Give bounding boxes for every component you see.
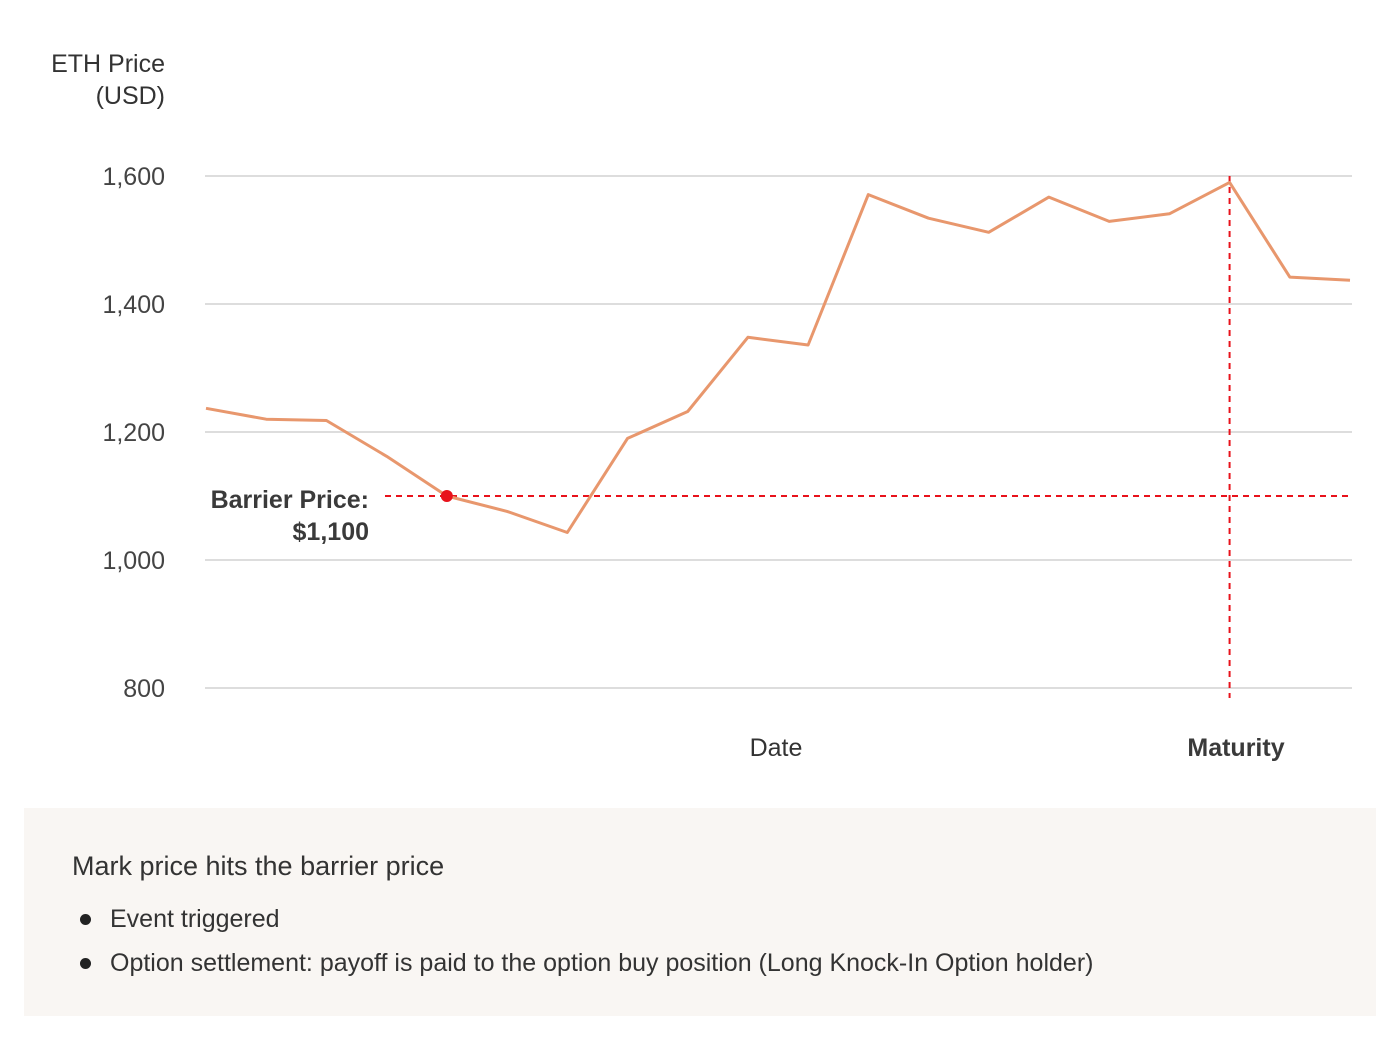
barrier-label-line-2: $1,100	[293, 518, 369, 546]
y-axis-label-line-1: ETH Price	[51, 50, 165, 78]
y-axis-label-line-2: (USD)	[96, 82, 165, 110]
y-tick-label: 1,000	[102, 547, 165, 575]
info-list: Event triggered Option settlement: payof…	[72, 902, 1328, 980]
maturity-label: Maturity	[1187, 734, 1284, 762]
info-bullet-text: Option settlement: payoff is paid to the…	[110, 949, 1094, 977]
info-bullet-text: Event triggered	[110, 905, 280, 933]
info-panel: Mark price hits the barrier price Event …	[24, 808, 1376, 1016]
grid-lines	[205, 175, 1352, 689]
info-bullet-item: Option settlement: payoff is paid to the…	[72, 946, 1328, 980]
barrier-hit-point	[440, 490, 453, 502]
y-tick-label: 800	[123, 675, 165, 703]
y-tick-label: 1,200	[102, 419, 165, 447]
y-tick-label: 1,600	[102, 163, 165, 191]
x-axis-label: Date	[750, 734, 803, 762]
price-chart: ETH Price (USD) 1,6001,4001,2001,000800 …	[51, 50, 1352, 762]
y-tick-labels: 1,600 1,400 1,200 1,000 800	[102, 163, 165, 703]
info-title: Mark price hits the barrier price	[72, 851, 445, 881]
barrier-label-line-1: Barrier Price:	[211, 486, 369, 514]
price-series-line	[205, 180, 1351, 534]
bullet-dot-icon	[80, 914, 91, 925]
info-bullet-item: Event triggered	[72, 902, 1328, 936]
y-tick-label: 1,400	[102, 291, 165, 319]
bullet-dot-icon	[80, 958, 91, 969]
